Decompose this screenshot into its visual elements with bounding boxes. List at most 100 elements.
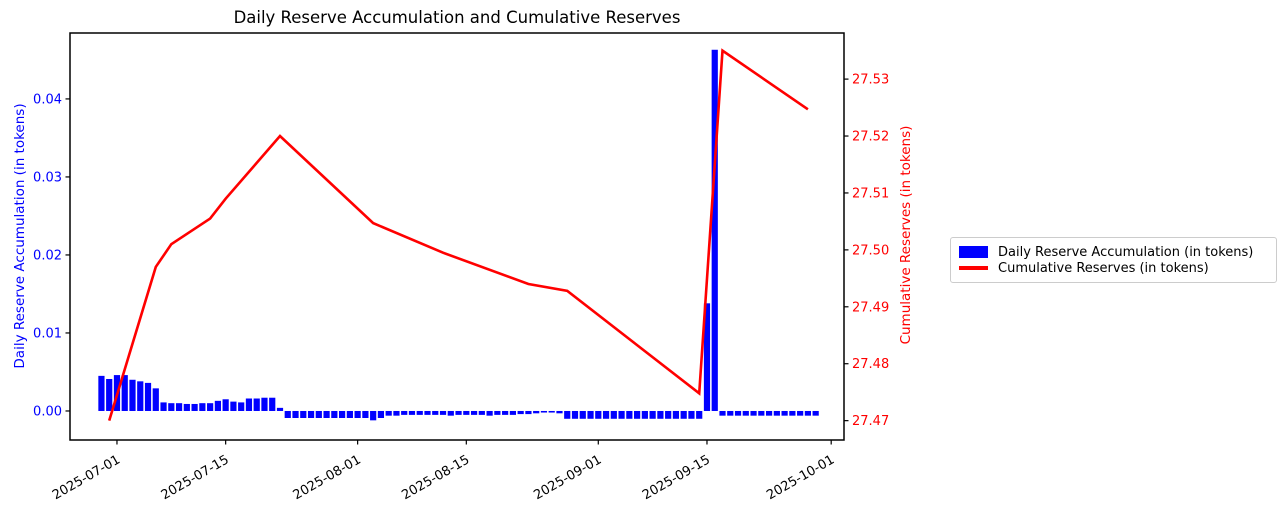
daily-bar <box>137 381 144 411</box>
daily-bar <box>564 410 571 419</box>
daily-bar <box>517 410 524 415</box>
left-tick-label: 0.03 <box>33 170 62 185</box>
daily-bar <box>222 399 229 411</box>
daily-bar <box>408 410 416 415</box>
daily-bar <box>401 410 408 415</box>
right-tick-label: 27.48 <box>852 357 889 372</box>
daily-bar <box>261 397 268 411</box>
left-tick-label: 0.02 <box>33 248 62 263</box>
daily-bar <box>191 403 198 411</box>
daily-bar <box>548 410 555 413</box>
right-tick-label: 27.53 <box>852 73 889 88</box>
daily-bar <box>509 410 516 415</box>
right-tick-label: 27.50 <box>852 243 889 258</box>
legend-item-bars: Daily Reserve Accumulation (in tokens) <box>959 244 1268 260</box>
daily-bar <box>533 410 540 414</box>
daily-bar <box>269 397 276 411</box>
daily-bar <box>339 410 346 418</box>
left-axis-label: Daily Reserve Accumulation (in tokens) <box>12 103 28 369</box>
x-tick-label: 2025-09-15 <box>640 452 713 503</box>
daily-bar <box>238 402 245 411</box>
daily-bar <box>758 410 765 416</box>
line-swatch-icon <box>959 266 988 270</box>
x-tick-label: 2025-07-01 <box>50 452 123 503</box>
daily-bar <box>377 410 385 418</box>
daily-bar <box>207 403 214 411</box>
right-tick-label: 27.49 <box>852 300 889 315</box>
daily-bar <box>750 410 757 416</box>
daily-bar <box>478 410 485 415</box>
daily-bar <box>626 410 633 419</box>
legend-item-line: Cumulative Reserves (in tokens) <box>959 260 1268 276</box>
daily-bar <box>292 410 299 418</box>
daily-bar <box>129 379 136 411</box>
right-tick-label: 27.47 <box>852 414 889 429</box>
x-tick-label: 2025-07-15 <box>159 452 232 503</box>
daily-bar <box>634 410 641 419</box>
daily-bar <box>789 410 796 416</box>
right-axis-label: Cumulative Reserves (in tokens) <box>898 125 914 345</box>
daily-bar <box>121 375 128 411</box>
daily-bar <box>315 410 322 418</box>
daily-bar <box>175 403 183 411</box>
daily-bar <box>688 410 695 419</box>
daily-bar <box>385 410 392 416</box>
right-tick-label: 27.52 <box>852 130 889 145</box>
daily-bar <box>455 410 462 415</box>
daily-bar <box>183 403 190 411</box>
daily-bar <box>696 410 703 419</box>
daily-bar <box>168 403 175 411</box>
daily-bar <box>106 378 113 411</box>
daily-bar <box>711 49 718 411</box>
legend-label-line: Cumulative Reserves (in tokens) <box>998 260 1209 276</box>
x-tick-label: 2025-10-01 <box>764 452 837 503</box>
daily-bar <box>602 410 610 419</box>
x-tick-label: 2025-08-15 <box>399 452 472 503</box>
left-tick-label: 0.01 <box>33 326 62 341</box>
daily-bar <box>525 410 532 415</box>
daily-bar <box>447 410 454 416</box>
daily-bar <box>307 410 315 418</box>
daily-bar <box>657 410 664 419</box>
daily-bar <box>230 401 237 411</box>
daily-bar <box>144 382 152 411</box>
daily-bar <box>804 410 811 416</box>
daily-bar <box>214 400 221 411</box>
daily-bar <box>781 410 788 416</box>
daily-bar <box>486 410 493 416</box>
daily-bar <box>346 410 353 418</box>
daily-bar <box>432 410 439 415</box>
daily-bar <box>641 410 648 419</box>
daily-bar <box>742 410 749 416</box>
cumulative-line <box>107 48 809 422</box>
daily-bar <box>797 410 804 416</box>
daily-bar <box>587 410 594 419</box>
daily-bar <box>393 410 400 416</box>
daily-bar <box>323 410 330 418</box>
daily-bar <box>680 410 687 419</box>
daily-bar <box>618 410 625 419</box>
daily-bar <box>199 403 206 411</box>
daily-bar <box>494 410 501 415</box>
daily-bar <box>571 410 579 419</box>
daily-bar <box>424 410 431 415</box>
daily-bar <box>439 410 447 415</box>
daily-bar <box>470 410 478 415</box>
daily-bar <box>595 410 602 419</box>
daily-bar <box>727 410 734 416</box>
daily-bar <box>649 410 656 419</box>
daily-bar <box>703 303 711 411</box>
daily-bar <box>362 410 369 418</box>
daily-bar <box>672 410 680 419</box>
daily-bar <box>773 410 780 416</box>
daily-bar <box>253 398 260 411</box>
legend: Daily Reserve Accumulation (in tokens) C… <box>950 237 1277 283</box>
daily-bar <box>245 398 253 411</box>
plot-border <box>69 32 845 441</box>
daily-bar <box>284 410 291 418</box>
x-tick-label: 2025-09-01 <box>531 452 604 503</box>
chart-title: Daily Reserve Accumulation and Cumulativ… <box>233 8 681 27</box>
daily-bar <box>463 410 470 415</box>
